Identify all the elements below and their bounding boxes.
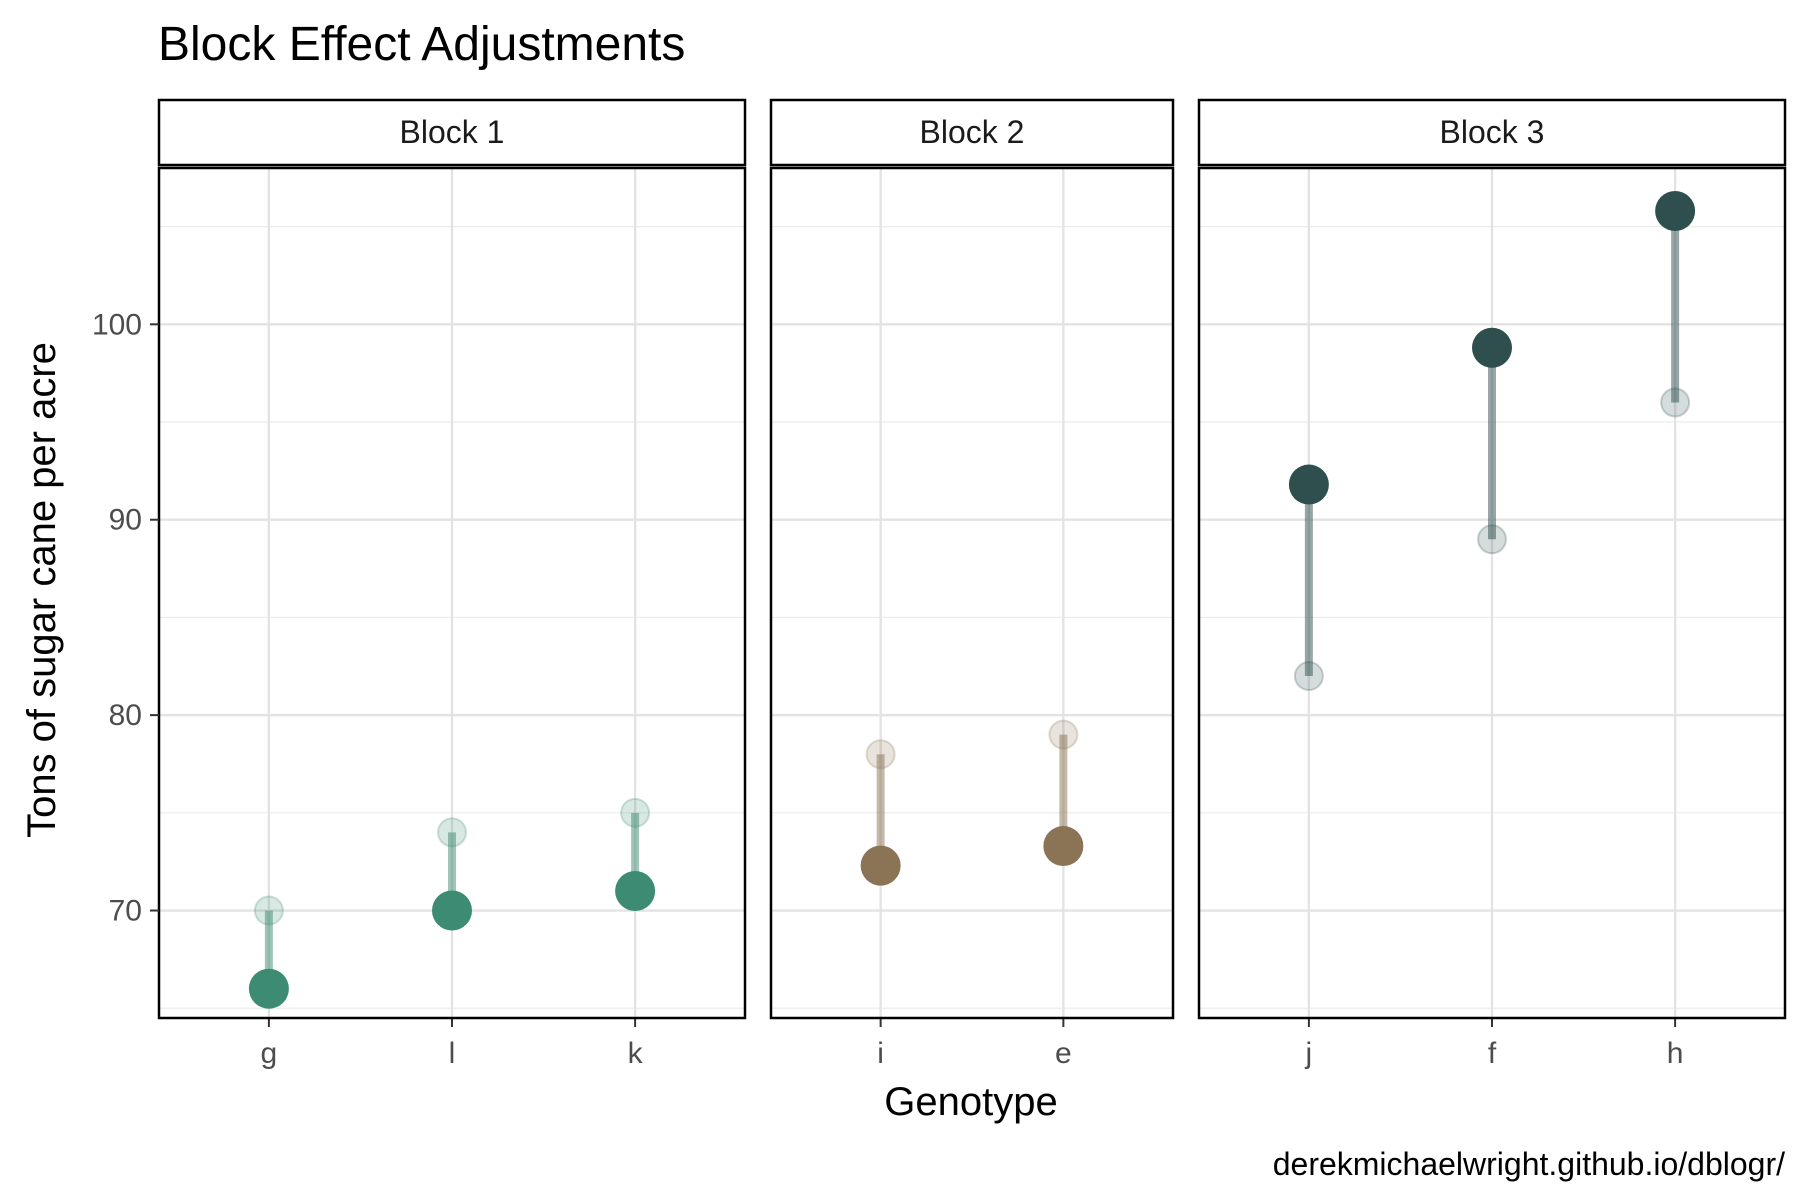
facet-panel: Block 2 i e — [769, 98, 1175, 1070]
y-tick-label: 70 — [109, 895, 142, 928]
original-point — [1660, 387, 1691, 418]
y-tick-label: 100 — [92, 308, 142, 341]
x-tick-label: h — [1667, 1037, 1684, 1070]
chart-title: Block Effect Adjustments — [158, 18, 685, 71]
adjusted-point — [615, 870, 656, 911]
x-tick-label: e — [1055, 1037, 1072, 1070]
facet-strip-label: Block 1 — [400, 114, 505, 150]
original-point — [437, 817, 467, 848]
adjusted-point — [1655, 190, 1696, 231]
original-point — [620, 797, 651, 828]
panel-border — [1197, 166, 1787, 1020]
caption: derekmichaelwright.github.io/dblogr/ — [1273, 1146, 1785, 1182]
adjusted-point — [432, 890, 472, 931]
y-tick-label: 80 — [109, 699, 142, 732]
adjusted-point — [248, 968, 289, 1009]
x-tick-label: j — [1305, 1037, 1313, 1070]
facet-strip — [769, 98, 1175, 167]
facet-panel: Block 3 j f h — [1197, 98, 1787, 1070]
original-point — [1477, 524, 1507, 555]
adjusted-point — [1043, 826, 1084, 867]
original-point — [1048, 719, 1079, 750]
adjusted-point — [1472, 327, 1512, 368]
facet-strip — [157, 98, 747, 167]
facet-strip-label: Block 3 — [1440, 114, 1545, 150]
facet-strip-label: Block 2 — [920, 114, 1025, 150]
y-tick-label: 90 — [109, 504, 142, 537]
x-tick-label: i — [877, 1037, 884, 1070]
original-point — [253, 895, 284, 926]
y-axis: 70 80 90 100 — [92, 308, 159, 928]
original-point — [865, 739, 896, 770]
x-tick-label: f — [1488, 1037, 1497, 1070]
panel-border — [769, 166, 1175, 1020]
y-axis-title: Tons of sugar cane per acre — [20, 342, 64, 838]
original-point — [1293, 661, 1324, 692]
facet-panels: Block 1 g l k Block 2 i e Block 3 j f h — [157, 98, 1787, 1070]
facet-strip — [1197, 98, 1787, 167]
x-tick-label: l — [449, 1037, 456, 1070]
x-tick-label: k — [628, 1037, 644, 1070]
panel-border — [157, 166, 747, 1020]
x-axis-title: Genotype — [884, 1080, 1057, 1124]
panel-background — [771, 168, 1173, 1018]
facet-panel: Block 1 g l k — [157, 98, 747, 1070]
adjusted-point — [860, 845, 901, 886]
x-tick-label: g — [261, 1037, 278, 1070]
adjusted-point — [1288, 464, 1329, 505]
